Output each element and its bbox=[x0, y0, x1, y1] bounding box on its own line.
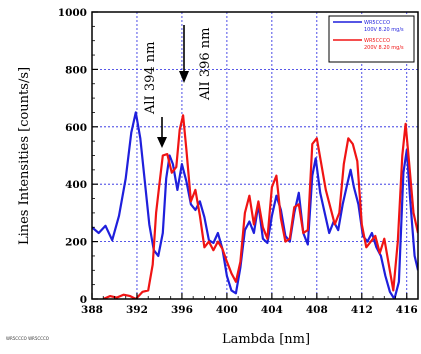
y-tick-label: 800 bbox=[65, 64, 87, 76]
y-tick-label: 200 bbox=[65, 237, 87, 249]
annotation-al-396: AlI 396 nm bbox=[179, 25, 213, 101]
annotation-label-394: AlI 394 nm bbox=[143, 42, 158, 115]
x-tick-label: 416 bbox=[396, 304, 418, 316]
series-line-blue bbox=[92, 111, 418, 299]
legend-sublabel-1: 100V 8.20 mg/s bbox=[364, 27, 404, 33]
footnote: WR5CCCO WR5CCCO bbox=[6, 336, 49, 341]
x-tick-label: 404 bbox=[261, 304, 283, 316]
y-tick-label: 600 bbox=[65, 122, 87, 134]
annotation-arrowhead-396 bbox=[179, 71, 189, 83]
x-tick-label: 400 bbox=[216, 304, 238, 316]
x-tick-label: 396 bbox=[171, 304, 193, 316]
y-tick-label: 0 bbox=[80, 294, 87, 306]
x-tick-label: 388 bbox=[81, 304, 103, 316]
legend: WR5CCCO 100V 8.20 mg/s WR5CCCO 200V 8.20… bbox=[328, 15, 415, 63]
y-axis-title: Lines Intensities [counts/s] bbox=[17, 67, 32, 245]
legend-sublabel-2: 200V 8.20 mg/s bbox=[364, 45, 404, 51]
x-tick-label: 412 bbox=[351, 304, 373, 316]
annotation-arrowhead-394 bbox=[157, 137, 167, 148]
axis-ticks: 388 392 396 400 404 408 412 416 0 200 400 600 800 100… bbox=[58, 7, 418, 316]
series-layer bbox=[92, 111, 418, 299]
annotation-label-396: AlI 396 nm bbox=[198, 28, 213, 101]
annotation-al-394: AlI 394 nm bbox=[143, 42, 167, 148]
legend-box bbox=[328, 15, 415, 63]
y-tick-label: 400 bbox=[65, 179, 87, 191]
x-axis-title: Lambda [nm] bbox=[222, 332, 310, 347]
series-line-red bbox=[102, 114, 418, 299]
x-tick-label: 408 bbox=[306, 304, 328, 316]
legend-label-1: WR5CCCO bbox=[364, 20, 390, 26]
legend-label-2: WR5CCCO bbox=[364, 38, 390, 44]
x-tick-label: 392 bbox=[126, 304, 148, 316]
y-tick-label: 1000 bbox=[58, 7, 87, 19]
